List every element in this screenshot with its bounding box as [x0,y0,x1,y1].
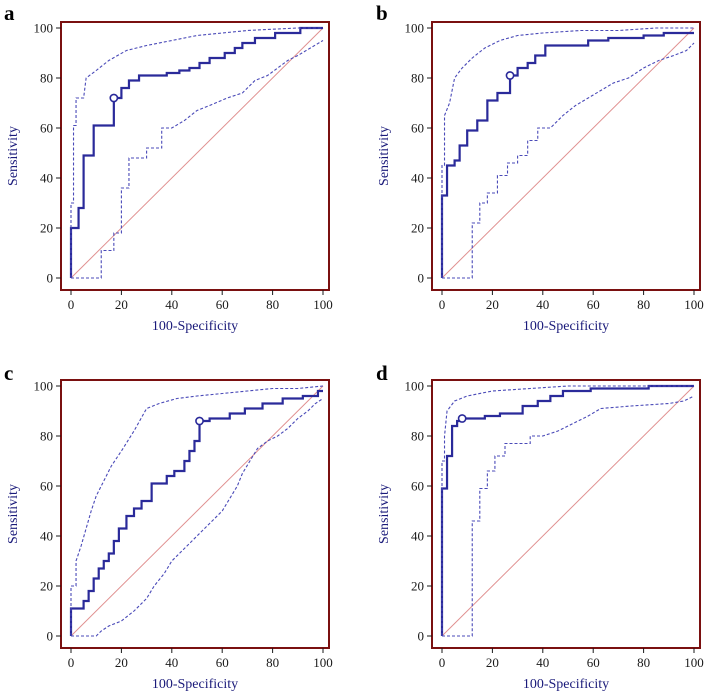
y-tick-label: 0 [47,629,54,644]
x-tick-label: 40 [165,655,178,670]
roc-curve [440,384,694,636]
reference-diagonal-line [70,385,324,637]
y-tick-label: 60 [411,479,424,494]
x-axis-label: 100-Specificity [523,319,609,334]
x-tick-label: 60 [216,655,229,670]
x-tick-label: 100 [313,655,333,670]
y-axis-label: Sensitivity [377,484,392,544]
x-tick-label: 0 [439,297,446,312]
roc-panel-b: b 0 20 40 60 80 100 0 20 40 60 80 100 100-Specificity… [376,1,704,334]
ci-upper-curve [70,27,323,278]
cutoff-point-marker [109,93,119,103]
x-tick-label: 20 [115,297,128,312]
y-tick-label: 20 [411,221,424,236]
x-axis-label: 100-Specificity [152,677,238,692]
ci-lower-curve [442,42,695,279]
reference-diagonal-line [441,385,695,637]
y-tick-label: 100 [34,21,54,36]
x-tick-label: 80 [266,297,279,312]
x-tick-label: 20 [486,655,499,670]
ci-lower-curve [442,395,695,637]
y-tick-label: 40 [40,529,53,544]
plot-frame [60,21,330,291]
y-tick-label: 80 [411,429,424,444]
y-tick-label: 20 [40,579,53,594]
x-tick-label: 0 [68,297,75,312]
y-axis-label: Sensitivity [6,484,21,544]
y-tick-label: 100 [34,379,54,394]
x-axis-label: 100-Specificity [152,319,238,334]
y-tick-label: 40 [411,529,424,544]
y-tick-label: 80 [411,71,424,86]
y-tick-label: 0 [418,629,425,644]
roc-panel-a: a 0 20 40 60 80 100 0 20 40 60 80 100 100-Specificity… [4,1,333,334]
x-tick-label: 40 [165,297,178,312]
ci-upper-curve [441,27,694,278]
cutoff-point-marker [457,414,467,423]
reference-diagonal-line [441,27,695,279]
y-axis-label: Sensitivity [6,126,21,186]
y-tick-label: 80 [40,429,53,444]
panel-label: b [376,1,388,25]
x-tick-label: 0 [439,655,446,670]
y-tick-label: 100 [405,379,425,394]
y-tick-label: 60 [40,479,53,494]
roc-panel-d: d 0 20 40 60 80 100 0 20 40 60 80 100 100-Specificity… [376,361,704,692]
y-tick-label: 80 [40,71,53,86]
plot-frame [431,21,701,291]
roc-curve [69,389,323,636]
x-tick-label: 80 [637,655,650,670]
x-axis-label: 100-Specificity [523,677,609,692]
x-tick-label: 80 [266,655,279,670]
x-tick-label: 80 [637,297,650,312]
roc-panel-c: c 0 20 40 60 80 100 0 20 40 60 80 100 100-Specificity… [4,361,333,692]
x-tick-label: 40 [536,655,549,670]
y-tick-label: 20 [40,221,53,236]
y-tick-label: 60 [40,121,53,136]
y-tick-label: 0 [47,271,54,286]
roc-curve [69,26,323,278]
panel-label: d [376,361,388,385]
panel-label: a [4,1,15,25]
x-tick-label: 60 [587,655,600,670]
y-tick-label: 0 [418,271,425,286]
x-tick-label: 20 [486,297,499,312]
ci-lower-curve [71,398,324,637]
y-tick-label: 40 [40,171,53,186]
x-tick-label: 100 [684,297,704,312]
y-axis-label: Sensitivity [377,126,392,186]
ci-upper-curve [441,385,694,636]
cutoff-point-marker [195,416,204,426]
x-tick-label: 100 [684,655,704,670]
x-tick-label: 60 [216,297,229,312]
cutoff-point-marker [505,71,515,80]
reference-diagonal-line [70,27,324,279]
x-tick-label: 60 [587,297,600,312]
panel-label: c [4,361,13,385]
x-tick-label: 100 [313,297,333,312]
plot-frame [431,379,701,649]
x-tick-label: 20 [115,655,128,670]
x-tick-label: 0 [68,655,75,670]
y-tick-label: 60 [411,121,424,136]
ci-upper-curve [70,385,324,636]
plot-frame [60,379,330,649]
ci-lower-curve [71,40,324,279]
y-tick-label: 40 [411,171,424,186]
y-tick-label: 100 [405,21,425,36]
roc-curve [440,31,694,278]
x-tick-label: 40 [536,297,549,312]
y-tick-label: 20 [411,579,424,594]
